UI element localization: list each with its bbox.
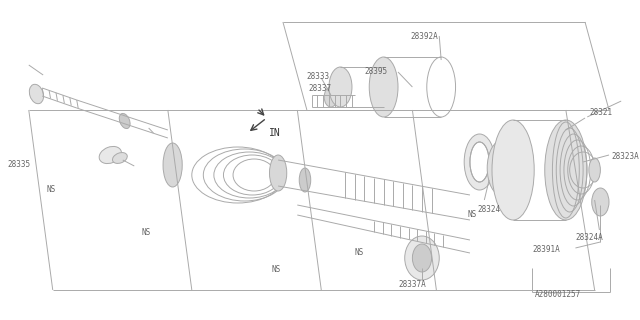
Text: 28391A: 28391A: [532, 245, 560, 254]
Ellipse shape: [324, 87, 337, 107]
Ellipse shape: [269, 155, 287, 191]
Text: 28333: 28333: [307, 72, 330, 81]
Text: 28321: 28321: [590, 108, 613, 117]
Ellipse shape: [300, 168, 311, 192]
Ellipse shape: [404, 236, 439, 280]
Text: 28324: 28324: [477, 205, 500, 214]
Text: NS: NS: [142, 228, 151, 237]
Text: 28324A: 28324A: [575, 233, 603, 242]
Ellipse shape: [113, 153, 127, 164]
Ellipse shape: [493, 148, 512, 188]
Ellipse shape: [163, 143, 182, 187]
Text: 28323A: 28323A: [612, 152, 639, 161]
Text: 28337: 28337: [309, 84, 332, 93]
Ellipse shape: [119, 114, 130, 129]
Ellipse shape: [329, 67, 352, 107]
Text: A280001257: A280001257: [535, 290, 581, 299]
Ellipse shape: [412, 244, 431, 272]
Text: 28335: 28335: [8, 160, 31, 169]
Ellipse shape: [589, 158, 600, 182]
Text: NS: NS: [46, 185, 55, 194]
Text: 28392A: 28392A: [410, 32, 438, 41]
Text: IN: IN: [269, 128, 280, 138]
Ellipse shape: [99, 147, 122, 164]
Ellipse shape: [369, 57, 398, 117]
Text: 28395: 28395: [364, 67, 388, 76]
Ellipse shape: [545, 120, 587, 220]
Ellipse shape: [487, 140, 518, 196]
Text: NS: NS: [271, 265, 281, 274]
Ellipse shape: [464, 134, 495, 190]
Ellipse shape: [29, 84, 44, 104]
Ellipse shape: [470, 142, 489, 182]
Text: NS: NS: [355, 248, 364, 257]
Text: NS: NS: [467, 210, 476, 219]
Ellipse shape: [492, 120, 534, 220]
Ellipse shape: [592, 188, 609, 216]
Text: 28337A: 28337A: [398, 280, 426, 289]
